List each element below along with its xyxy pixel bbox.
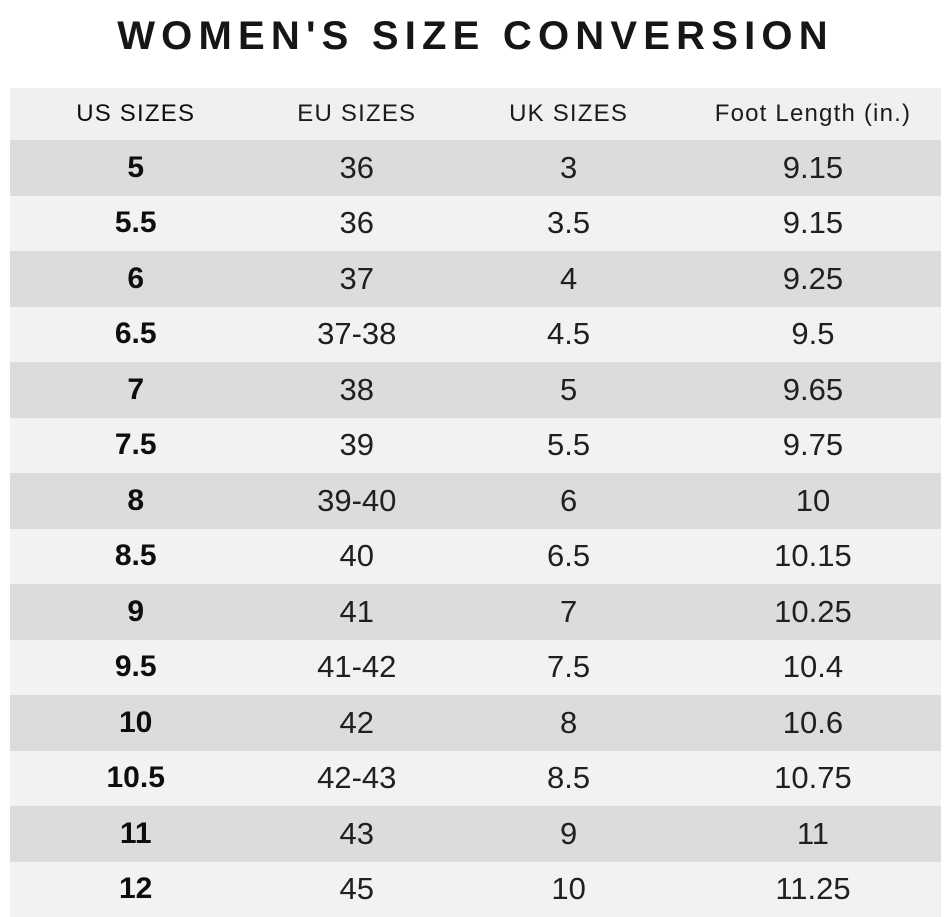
eu-size-cell: 41 <box>339 593 375 629</box>
eu-size-cell: 37 <box>339 260 375 296</box>
eu-size-cell: 37-38 <box>317 316 397 352</box>
table-row: 11 43 9 11 <box>10 806 941 862</box>
table-row: 8.5 40 6.5 10.15 <box>10 528 941 584</box>
uk-size-cell: 4.5 <box>547 316 591 352</box>
uk-size-cell: 4 <box>559 260 578 296</box>
table-row: 12 45 10 11.25 <box>10 861 941 917</box>
table-row: 10.5 42-43 8.5 10.75 <box>10 750 941 806</box>
table-row: 6.5 37-38 4.5 9.5 <box>10 306 941 362</box>
uk-size-cell: 6.5 <box>547 538 591 574</box>
eu-size-cell: 45 <box>339 871 375 907</box>
eu-size-cell: 39 <box>339 427 375 463</box>
us-size-cell: 9 <box>127 594 145 628</box>
foot-length-cell: 10.4 <box>782 649 844 685</box>
us-size-cell: 5 <box>127 150 145 184</box>
table-row: 5 36 3 9.15 <box>10 140 941 196</box>
us-size-cell: 6 <box>127 261 145 295</box>
eu-size-cell: 40 <box>339 538 375 574</box>
eu-size-cell: 36 <box>339 205 375 241</box>
table-header-row: US SIZES EU SIZES UK SIZES Foot Length (… <box>10 88 941 140</box>
table-row: 5.5 36 3.5 9.15 <box>10 195 941 251</box>
us-size-cell: 11 <box>119 816 152 850</box>
uk-size-cell: 7.5 <box>547 649 591 685</box>
eu-size-cell: 42-43 <box>317 760 397 796</box>
eu-size-cell: 36 <box>339 149 375 185</box>
size-conversion-table: US SIZES EU SIZES UK SIZES Foot Length (… <box>10 88 941 917</box>
eu-size-cell: 38 <box>339 371 375 407</box>
foot-length-cell: 10.75 <box>774 760 852 796</box>
foot-length-cell: 10 <box>795 482 831 518</box>
column-header-us-sizes: US SIZES <box>76 100 196 127</box>
table-row: 7.5 39 5.5 9.75 <box>10 417 941 473</box>
eu-size-cell: 39-40 <box>317 482 397 518</box>
uk-size-cell: 7 <box>559 593 578 629</box>
foot-length-cell: 9.65 <box>782 371 844 407</box>
table-body: 5 36 3 9.15 5.5 36 3.5 9.15 6 37 4 9.25 … <box>10 140 941 917</box>
foot-length-cell: 11 <box>796 815 830 851</box>
table-row: 8 39-40 6 10 <box>10 473 941 529</box>
column-header-eu-sizes: EU SIZES <box>297 100 417 127</box>
foot-length-cell: 10.15 <box>774 538 852 574</box>
eu-size-cell: 43 <box>339 815 375 851</box>
uk-size-cell: 8 <box>559 704 578 740</box>
foot-length-cell: 10.6 <box>782 704 844 740</box>
us-size-cell: 12 <box>118 872 153 906</box>
eu-size-cell: 41-42 <box>317 649 397 685</box>
eu-size-cell: 42 <box>339 704 375 740</box>
table-row: 9.5 41-42 7.5 10.4 <box>10 639 941 695</box>
uk-size-cell: 3 <box>559 149 578 185</box>
foot-length-cell: 9.75 <box>782 427 844 463</box>
uk-size-cell: 6 <box>559 482 578 518</box>
column-header-uk-sizes: UK SIZES <box>509 100 629 127</box>
table-row: 6 37 4 9.25 <box>10 251 941 307</box>
us-size-cell: 6.5 <box>114 317 157 351</box>
uk-size-cell: 5 <box>559 371 578 407</box>
us-size-cell: 8 <box>127 483 145 517</box>
foot-length-cell: 9.25 <box>782 260 844 296</box>
foot-length-cell: 11.25 <box>775 871 851 907</box>
us-size-cell: 8.5 <box>114 539 157 573</box>
us-size-cell: 10.5 <box>106 761 165 795</box>
uk-size-cell: 5.5 <box>547 427 591 463</box>
table-row: 7 38 5 9.65 <box>10 362 941 418</box>
column-header-foot-length: Foot Length (in.) <box>714 100 912 127</box>
uk-size-cell: 3.5 <box>547 205 591 241</box>
foot-length-cell: 9.15 <box>782 149 844 185</box>
foot-length-cell: 10.25 <box>774 593 852 629</box>
table-row: 10 42 8 10.6 <box>10 695 941 751</box>
uk-size-cell: 10 <box>551 871 586 907</box>
foot-length-cell: 9.5 <box>791 316 835 352</box>
us-size-cell: 7.5 <box>114 428 157 462</box>
us-size-cell: 10 <box>118 705 153 739</box>
uk-size-cell: 9 <box>559 815 578 851</box>
uk-size-cell: 8.5 <box>547 760 591 796</box>
foot-length-cell: 9.15 <box>782 205 844 241</box>
table-row: 9 41 7 10.25 <box>10 584 941 640</box>
us-size-cell: 9.5 <box>114 650 157 684</box>
us-size-cell: 5.5 <box>114 206 157 240</box>
us-size-cell: 7 <box>127 372 145 406</box>
page-title: WOMEN'S SIZE CONVERSION <box>117 14 834 58</box>
